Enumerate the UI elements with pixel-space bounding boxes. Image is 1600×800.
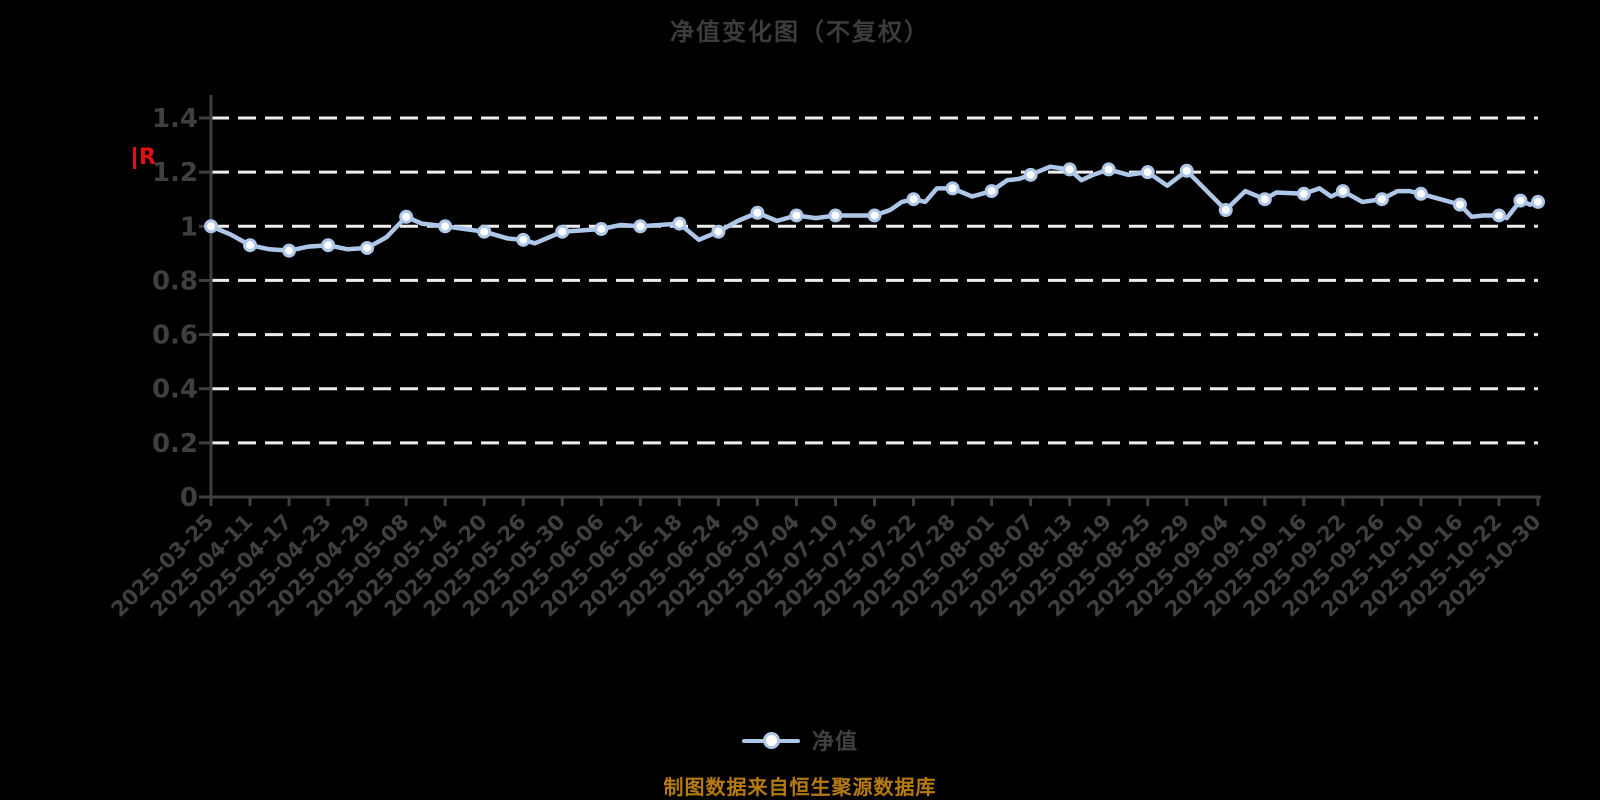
nav-data-point xyxy=(1179,163,1194,178)
nav-data-point xyxy=(1062,162,1077,177)
nav-data-point xyxy=(984,184,999,199)
nav-data-point xyxy=(1023,167,1038,182)
y-tick-label: 0.4 xyxy=(152,375,198,405)
y-tick-label: 1.4 xyxy=(152,104,198,134)
legend-item-nav[interactable]: 净值 xyxy=(741,724,858,756)
nav-data-point xyxy=(1452,197,1467,212)
y-tick-label: 0.2 xyxy=(152,429,198,459)
nav-data-point xyxy=(1140,165,1155,180)
nav-data-point xyxy=(711,224,726,239)
y-tick-label: 0 xyxy=(180,483,198,513)
nav-data-point xyxy=(594,221,609,236)
nav-data-point xyxy=(750,205,765,220)
nav-data-point xyxy=(945,181,960,196)
nav-data-point xyxy=(1101,162,1116,177)
nav-data-point xyxy=(516,232,531,247)
nav-data-point xyxy=(282,243,297,258)
y-tick-label: 0.8 xyxy=(152,266,198,296)
y-tick-label: 1 xyxy=(180,212,198,242)
legend: 净值 xyxy=(0,724,1600,756)
red-r-marker: R xyxy=(133,147,156,169)
nav-data-point xyxy=(204,219,218,234)
nav-data-point xyxy=(1257,192,1272,207)
y-tick-label: 0.6 xyxy=(152,321,198,351)
y-tick-label: 1.2 xyxy=(152,158,198,188)
nav-data-point xyxy=(360,240,375,255)
nav-data-point xyxy=(672,216,687,231)
nav-data-point xyxy=(243,238,258,253)
legend-circle-icon xyxy=(762,731,780,749)
nav-data-point xyxy=(633,219,648,234)
nav-data-point xyxy=(789,208,804,223)
nav-data-point xyxy=(321,238,336,253)
nav-data-point xyxy=(1491,208,1506,223)
nav-data-point xyxy=(555,224,570,239)
nav-data-point xyxy=(828,208,843,223)
nav-data-point xyxy=(1335,184,1350,199)
nav-data-point xyxy=(1513,193,1528,208)
legend-line-marker-icon xyxy=(741,731,800,749)
nav-line xyxy=(208,164,1541,253)
data-source-note: 制图数据来自恒生聚源数据库 xyxy=(663,775,937,799)
nav-data-point xyxy=(1374,192,1389,207)
nav-data-point xyxy=(1296,186,1311,201)
nav-data-point xyxy=(906,192,921,207)
legend-label: 净值 xyxy=(811,730,858,755)
nav-data-point xyxy=(1218,203,1233,218)
nav-data-point xyxy=(477,224,492,239)
nav-data-point xyxy=(1531,194,1545,209)
nav-data-point xyxy=(867,208,882,223)
nav-data-point xyxy=(399,209,414,224)
nav-data-point xyxy=(438,219,453,234)
nav-data-point xyxy=(1413,186,1428,201)
chart-title: 净值变化图（不复权） xyxy=(670,18,930,46)
